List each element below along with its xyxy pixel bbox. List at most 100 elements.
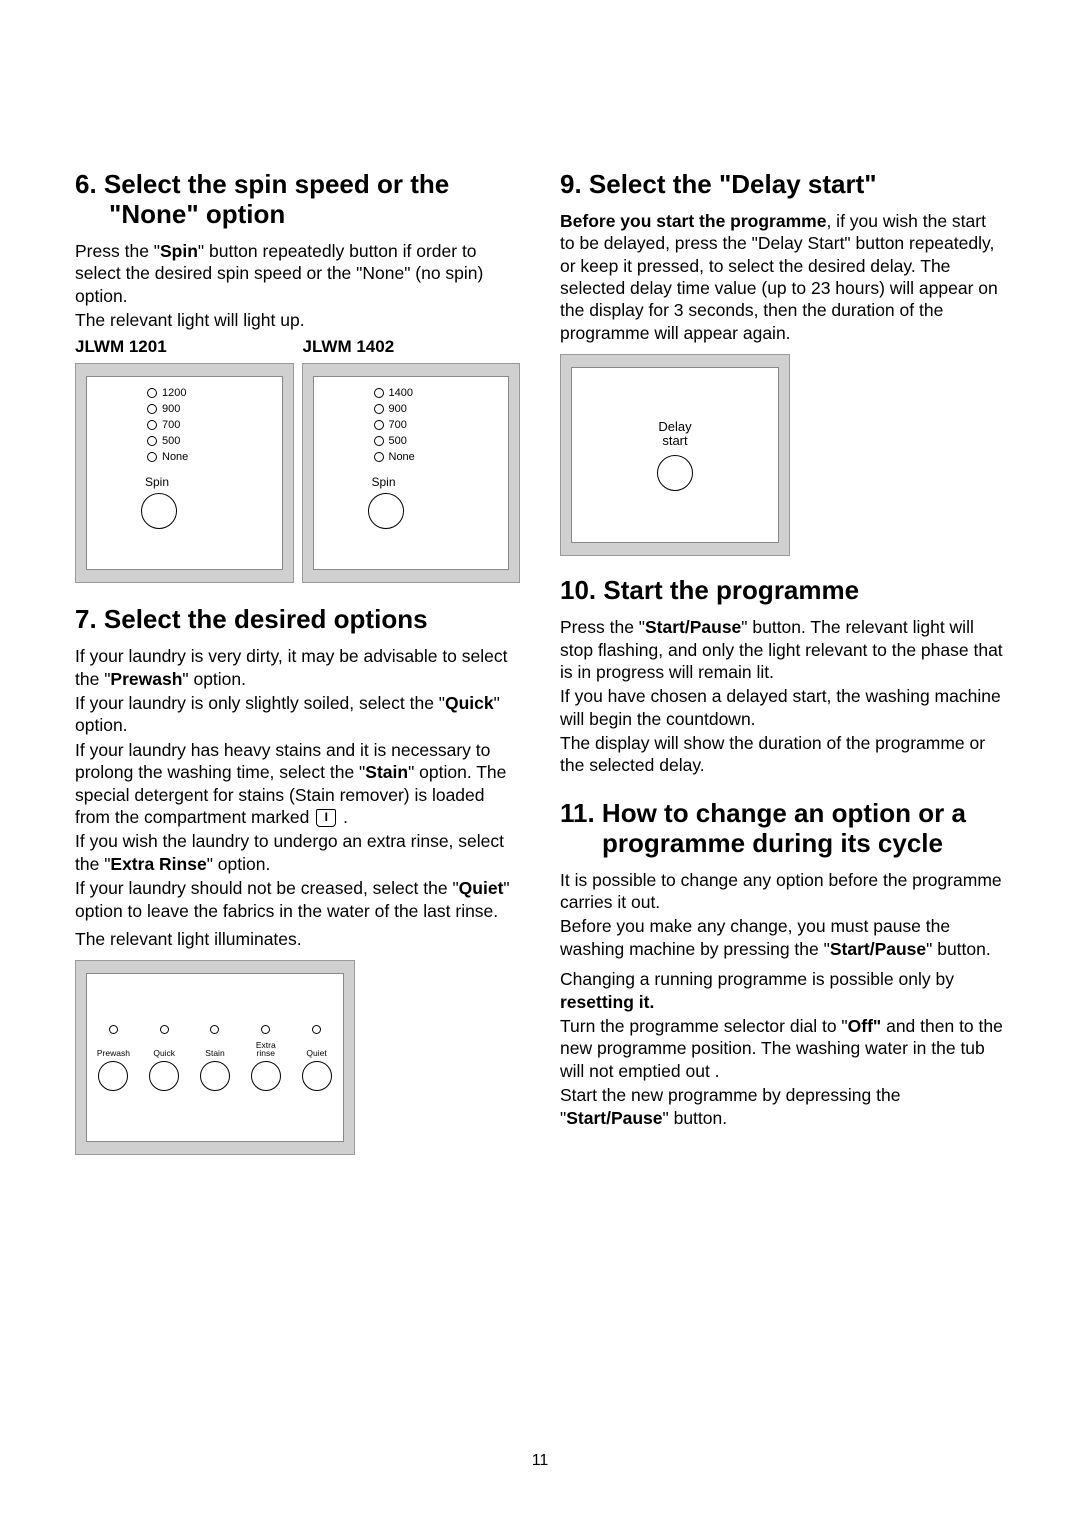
delay-inner: Delay start bbox=[571, 367, 779, 543]
option-prewash: Prewash bbox=[93, 1025, 134, 1091]
left-column: 6. Select the spin speed or the "None" o… bbox=[75, 170, 520, 1177]
option-quick: Quick bbox=[144, 1025, 185, 1091]
t: If your laundry should not be creased, s… bbox=[75, 878, 459, 898]
speed-label: 700 bbox=[389, 419, 407, 431]
option-button-icon bbox=[149, 1061, 179, 1091]
speed-label: None bbox=[389, 451, 415, 463]
option-button-icon bbox=[98, 1061, 128, 1091]
page-number: 11 bbox=[532, 1452, 549, 1470]
spin-panel-inner: 1200 900 700 500 None Spin bbox=[86, 376, 283, 570]
t: If your laundry is only slightly soiled,… bbox=[75, 693, 445, 713]
spin-panel-1201: 1200 900 700 500 None Spin bbox=[75, 363, 294, 583]
spin-button-icon bbox=[141, 493, 177, 529]
compartment-icon bbox=[316, 809, 336, 827]
sec11-heading: 11. How to change an option or a program… bbox=[560, 799, 1005, 859]
opt-label: Extra rinse bbox=[256, 1040, 276, 1058]
led-icon bbox=[374, 436, 384, 446]
text: Press the " bbox=[75, 241, 160, 261]
t: Turn the programme selector dial to " bbox=[560, 1016, 848, 1036]
sec11-p5: Start the new programme by depressing th… bbox=[560, 1084, 1005, 1129]
spin-option: 700 bbox=[374, 419, 407, 431]
option-button-icon bbox=[302, 1061, 332, 1091]
sec9-heading: 9. Select the "Delay start" bbox=[560, 170, 1005, 200]
opt-label: Prewash bbox=[97, 1040, 130, 1058]
delay-start-panel: Delay start bbox=[560, 354, 790, 556]
led-icon bbox=[374, 404, 384, 414]
t: " option. bbox=[207, 854, 271, 874]
t: " option. bbox=[182, 669, 246, 689]
options-panel: Prewash Quick Stain Extra rinse Quiet bbox=[75, 960, 355, 1155]
sec6-heading: 6. Select the spin speed or the "None" o… bbox=[75, 170, 520, 230]
led-icon bbox=[374, 452, 384, 462]
led-icon bbox=[210, 1025, 219, 1034]
sec7-p4: If you wish the laundry to undergo an ex… bbox=[75, 830, 520, 875]
t: start bbox=[662, 433, 687, 448]
tb: Stain bbox=[365, 762, 408, 782]
spin-option: 700 bbox=[147, 419, 180, 431]
option-extra-rinse: Extra rinse bbox=[245, 1025, 286, 1091]
sec7-p2: If your laundry is only slightly soiled,… bbox=[75, 692, 520, 737]
led-icon bbox=[109, 1025, 118, 1034]
sec10-p1: Press the "Start/Pause" button. The rele… bbox=[560, 616, 1005, 683]
spin-panel-inner: 1400 900 700 500 None Spin bbox=[313, 376, 510, 570]
spin-option: 500 bbox=[147, 435, 180, 447]
tb: Start/Pause bbox=[566, 1108, 662, 1128]
tb: Start/Pause bbox=[645, 617, 741, 637]
led-icon bbox=[147, 388, 157, 398]
led-icon bbox=[147, 420, 157, 430]
led-icon bbox=[160, 1025, 169, 1034]
sec11-p4: Turn the programme selector dial to "Off… bbox=[560, 1015, 1005, 1082]
spin-panels: 1200 900 700 500 None Spin 1400 900 700 bbox=[75, 363, 520, 583]
sec7-heading: 7. Select the desired options bbox=[75, 605, 520, 635]
led-icon bbox=[147, 404, 157, 414]
opt-label: Stain bbox=[205, 1040, 224, 1058]
led-icon bbox=[147, 436, 157, 446]
speed-label: 900 bbox=[389, 403, 407, 415]
sec11-p2: Before you make any change, you must pau… bbox=[560, 915, 1005, 960]
t: Changing a running programme is possible… bbox=[560, 969, 954, 989]
speed-label: 900 bbox=[162, 403, 180, 415]
led-icon bbox=[147, 452, 157, 462]
section-10: 10. Start the programme Press the "Start… bbox=[560, 576, 1005, 777]
option-quiet: Quiet bbox=[296, 1025, 337, 1091]
led-icon bbox=[374, 420, 384, 430]
tb: Off" bbox=[848, 1016, 882, 1036]
sec6-p2: The relevant light will light up. bbox=[75, 309, 520, 331]
spin-option: 1200 bbox=[147, 387, 186, 399]
model-b-label: JLWM 1402 bbox=[293, 337, 521, 357]
tb: Start/Pause bbox=[830, 939, 926, 959]
right-column: 9. Select the "Delay start" Before you s… bbox=[560, 170, 1005, 1177]
sec10-p2: If you have chosen a delayed start, the … bbox=[560, 685, 1005, 730]
led-icon bbox=[374, 388, 384, 398]
option-button-icon bbox=[200, 1061, 230, 1091]
opt-label: Quiet bbox=[306, 1040, 326, 1058]
t: . bbox=[338, 807, 348, 827]
spin-option: None bbox=[374, 451, 415, 463]
section-7: 7. Select the desired options If your la… bbox=[75, 605, 520, 1155]
sec7-p5: If your laundry should not be creased, s… bbox=[75, 877, 520, 922]
page-content: 6. Select the spin speed or the "None" o… bbox=[75, 170, 1005, 1177]
t: " button. bbox=[663, 1108, 728, 1128]
delay-button-icon bbox=[657, 455, 693, 491]
sec10-heading: 10. Start the programme bbox=[560, 576, 1005, 606]
tb: Prewash bbox=[110, 669, 182, 689]
tb: Extra Rinse bbox=[110, 854, 206, 874]
spin-button-label: Spin bbox=[145, 475, 169, 489]
speed-label: 1200 bbox=[162, 387, 186, 399]
spin-option: 900 bbox=[374, 403, 407, 415]
model-a-label: JLWM 1201 bbox=[75, 337, 293, 357]
opt-label: Quick bbox=[153, 1040, 175, 1058]
option-stain: Stain bbox=[195, 1025, 236, 1091]
speed-label: None bbox=[162, 451, 188, 463]
spin-button-icon bbox=[368, 493, 404, 529]
section-11: 11. How to change an option or a program… bbox=[560, 799, 1005, 1129]
tb: resetting it. bbox=[560, 992, 654, 1012]
sec9-p1: Before you start the programme, if you w… bbox=[560, 210, 1005, 344]
speed-label: 500 bbox=[389, 435, 407, 447]
sec7-p6: The relevant light illuminates. bbox=[75, 928, 520, 950]
t: " button. bbox=[926, 939, 991, 959]
sec6-p1: Press the "Spin" button repeatedly butto… bbox=[75, 240, 520, 307]
section-9: 9. Select the "Delay start" Before you s… bbox=[560, 170, 1005, 556]
spin-option: 500 bbox=[374, 435, 407, 447]
spin-option: None bbox=[147, 451, 188, 463]
